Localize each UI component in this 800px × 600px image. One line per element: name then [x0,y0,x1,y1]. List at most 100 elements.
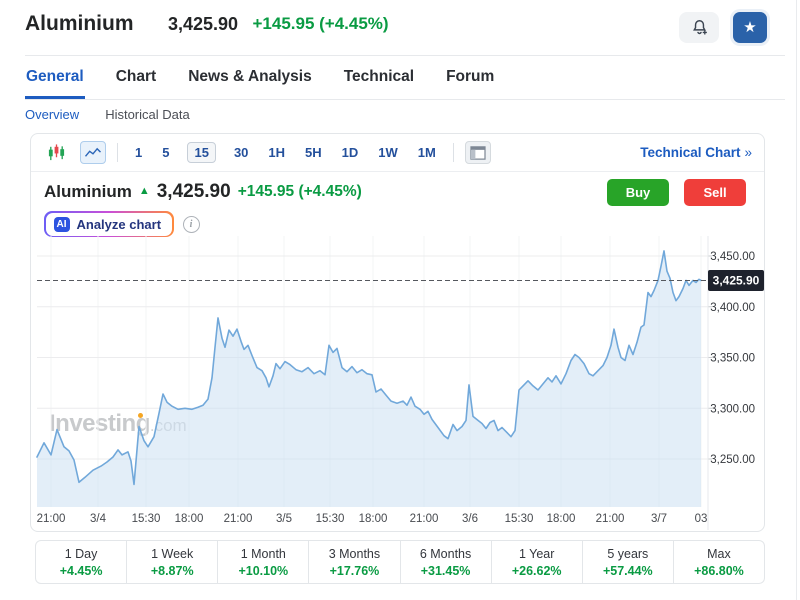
x-axis-label: 18:00 [175,513,204,525]
header-change: +145.95 (+4.45%) [252,14,389,33]
sell-button[interactable]: Sell [684,179,746,206]
layout-icon [470,145,486,160]
perf-cell-1-year: 1 Year +26.62% [490,541,582,583]
page-right-edge [796,0,797,600]
timeframe-1h[interactable]: 1H [268,145,286,160]
timeframe-15[interactable]: 15 [187,142,216,163]
technical-chart-link[interactable]: Technical Chart» [640,145,752,160]
chart-card: 1 5 15 30 1H 5H 1D 1W 1M Technical Chart» Alumin… [30,133,765,532]
subtab-overview[interactable]: Overview [25,107,80,122]
up-arrow-icon: ▲ [138,185,150,197]
perf-change-value: +10.10% [238,563,289,578]
page-title: Aluminium [25,12,134,35]
x-axis-label: 3/7 [651,513,667,525]
chevron-right-icon: » [744,145,752,160]
perf-cell-1-month: 1 Month +10.10% [217,541,308,583]
perf-change-value: +4.45% [59,563,103,578]
subtab-historical-data[interactable]: Historical Data [105,107,190,122]
timeframe-5[interactable]: 5 [162,145,170,160]
chart-toolbar: 1 5 15 30 1H 5H 1D 1W 1M Technical Chart» [31,134,764,172]
y-axis-label: 3,400.00 [710,302,755,314]
tab-general[interactable]: General [25,64,85,99]
perf-change-value: +17.76% [329,563,380,578]
x-axis-label: 21:00 [37,513,66,525]
timeframe-30[interactable]: 30 [233,145,249,160]
perf-change-value: +8.87% [150,563,194,578]
perf-period-label: Max [707,546,731,561]
analyze-row: AI Analyze chart i [44,211,200,237]
star-icon: ★ [743,19,757,36]
perf-period-label: 1 Day [64,546,98,561]
header-actions: ★ [679,12,767,43]
perf-period-label: 1 Month [240,546,286,561]
header-price: 3,425.90 [167,13,239,34]
toolbar-separator [452,143,454,162]
x-axis-label: 03 [695,513,708,525]
perf-cell-1-day: 1 Day +4.45% [36,541,126,583]
bell-plus-icon [690,18,709,37]
technical-chart-label: Technical Chart [640,145,741,160]
perf-period-label: 1 Year [518,546,555,561]
timeframe-1m[interactable]: 1M [417,145,436,160]
x-axis-label: 21:00 [224,513,253,525]
perf-change-value: +31.45% [420,563,471,578]
create-alert-button[interactable] [679,12,719,43]
perf-change-value: +26.62% [511,563,562,578]
x-axis-label: 15:30 [132,513,161,525]
current-price-tag [708,269,764,291]
tab-news-analysis[interactable]: News & Analysis [188,68,312,85]
candlestick-icon [47,143,66,162]
timeframe-group: 1 5 15 30 1H 5H 1D 1W 1M [133,142,438,163]
buy-button[interactable]: Buy [607,179,669,206]
y-axis-label: 3,300.00 [710,403,755,415]
y-axis-label: 3,450.00 [710,251,755,263]
quote-change: +145.95 (+4.45%) [237,183,362,200]
analyze-chart-label: Analyze chart [76,216,162,232]
timeframe-1d[interactable]: 1D [341,145,359,160]
perf-period-label: 3 Months [328,546,381,561]
sub-tabs: Overview Historical Data [25,107,190,122]
candlestick-view-button[interactable] [43,141,69,164]
perf-change-value: +57.44% [602,563,653,578]
timeframe-5h[interactable]: 5H [305,145,322,160]
perf-cell-5-years: 5 years +57.44% [581,541,673,583]
quote-price: 3,425.90 [156,181,231,202]
y-axis-label: 3,350.00 [710,353,755,365]
x-axis-label: 21:00 [596,513,625,525]
perf-period-label: 1 Week [151,546,194,561]
info-icon[interactable]: i [182,215,200,233]
x-axis-label: 3/5 [276,513,292,525]
x-axis-label: 3/6 [462,513,478,525]
y-axis-label: 3,250.00 [710,454,755,466]
x-axis-label: 18:00 [547,513,576,525]
chart-plot-area[interactable] [37,236,701,507]
analyze-chart-button[interactable]: AI Analyze chart [44,211,174,237]
line-chart-icon [83,145,103,161]
x-axis-label: 15:30 [505,513,534,525]
toolbar-separator [117,143,118,162]
performance-bar: 1 Day +4.45% 1 Week +8.87% 1 Month +10.10% 3 M… [35,540,765,584]
perf-period-label: 5 years [607,546,649,561]
timeframe-1[interactable]: 1 [135,145,143,160]
quote-row: Aluminium ▲ 3,425.90 +145.95 (+4.45%) [44,178,362,206]
watchlist-star-button[interactable]: ★ [733,12,767,43]
tab-technical[interactable]: Technical [343,68,415,85]
perf-cell-3-months: 3 Months +17.76% [308,541,399,583]
x-axis-label: 3/4 [90,513,107,525]
main-tabs: General Chart News & Analysis Technical Foru… [25,64,785,100]
chart-layout-button[interactable] [464,141,491,164]
perf-cell-1-week: 1 Week +8.87% [126,541,217,583]
perf-change-value: +86.80% [694,563,744,578]
x-axis-label: 21:00 [410,513,439,525]
header-divider [25,55,785,56]
current-price-tag-label: 3,425.90 [713,273,760,287]
quote-name: Aluminium [44,182,132,201]
line-view-button[interactable] [80,141,106,164]
timeframe-1w[interactable]: 1W [378,145,398,160]
perf-cell-6-months: 6 Months +31.45% [399,541,491,583]
x-axis-label: 18:00 [359,513,388,525]
tab-chart[interactable]: Chart [115,68,157,85]
ai-badge-icon: AI [53,216,70,232]
tab-forum[interactable]: Forum [446,68,495,85]
